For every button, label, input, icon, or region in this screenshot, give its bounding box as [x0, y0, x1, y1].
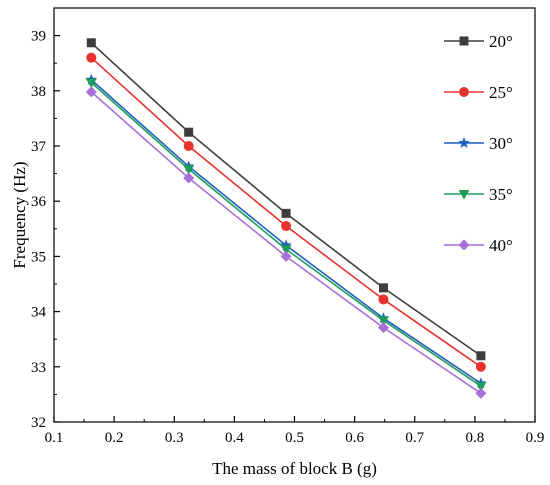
data-point: [86, 52, 97, 63]
x-tick-label: 0.1: [45, 430, 64, 446]
x-tick-label: 0.8: [466, 430, 485, 446]
legend-marker: [459, 36, 469, 46]
data-point: [378, 283, 388, 293]
x-tick-label: 0.9: [526, 430, 545, 446]
legend-marker: [458, 239, 470, 251]
x-tick-label: 0.6: [345, 430, 364, 446]
x-tick-label: 0.2: [105, 430, 124, 446]
data-point: [377, 322, 389, 334]
legend-marker: [459, 87, 469, 97]
y-tick-label: 32: [31, 415, 46, 431]
legend-entry: 40°: [444, 236, 513, 255]
legend-label: 20°: [489, 32, 513, 51]
y-tick-label: 35: [31, 249, 46, 265]
y-tick-label: 36: [31, 194, 47, 210]
legend-marker: [458, 137, 470, 148]
data-point: [184, 127, 194, 137]
y-tick-label: 38: [31, 84, 46, 100]
legend-entry: 25°: [444, 83, 513, 102]
y-tick-label: 34: [31, 305, 47, 321]
data-point: [183, 172, 195, 184]
data-point: [280, 239, 292, 251]
series-line: [90, 42, 482, 357]
legend-label: 40°: [489, 236, 513, 255]
x-tick-label: 0.3: [165, 430, 184, 446]
data-point: [475, 382, 487, 392]
data-point: [281, 221, 292, 232]
series-layer: [85, 38, 487, 399]
x-axis-title: The mass of block B (g): [212, 459, 377, 478]
series-line: [90, 81, 482, 387]
data-point: [280, 250, 292, 262]
data-point: [475, 387, 487, 399]
data-point: [85, 78, 97, 89]
legend-label: 35°: [489, 185, 513, 204]
series-3: [85, 78, 487, 392]
y-tick-label: 37: [31, 139, 47, 155]
data-point: [280, 245, 292, 255]
legend: 20° 25° 30° 35° 40°: [444, 32, 513, 255]
data-point: [281, 208, 291, 218]
series-4: [85, 86, 487, 399]
data-point: [377, 316, 389, 326]
legend-entry: 20°: [444, 32, 513, 51]
legend-label: 30°: [489, 134, 513, 153]
legend-label: 25°: [489, 83, 513, 102]
y-tick-label: 33: [31, 360, 46, 376]
x-tick-label: 0.4: [225, 430, 244, 446]
data-point: [85, 86, 97, 98]
plot-frame: [53, 7, 536, 423]
data-point: [378, 294, 389, 305]
legend-entry: 35°: [444, 185, 513, 204]
data-point: [475, 361, 486, 372]
data-point: [86, 38, 96, 48]
x-tick-label: 0.5: [285, 430, 304, 446]
series-0: [86, 38, 486, 361]
data-point: [183, 141, 194, 151]
data-point: [476, 351, 486, 361]
series-line: [90, 79, 482, 385]
x-tick-label: 0.7: [405, 430, 424, 446]
y-tick-label: 39: [31, 29, 46, 45]
legend-marker: [458, 190, 470, 200]
legend-entry: 30°: [444, 134, 513, 153]
data-point: [183, 165, 195, 175]
y-axis-title: Frequency (Hz): [10, 161, 29, 268]
axes: 0.1 0.2 0.3 0.4 0.5 0.6 0.7 0.8 0.9 32 33 34 35 36 37 3…: [31, 7, 545, 446]
series-1: [86, 52, 486, 372]
